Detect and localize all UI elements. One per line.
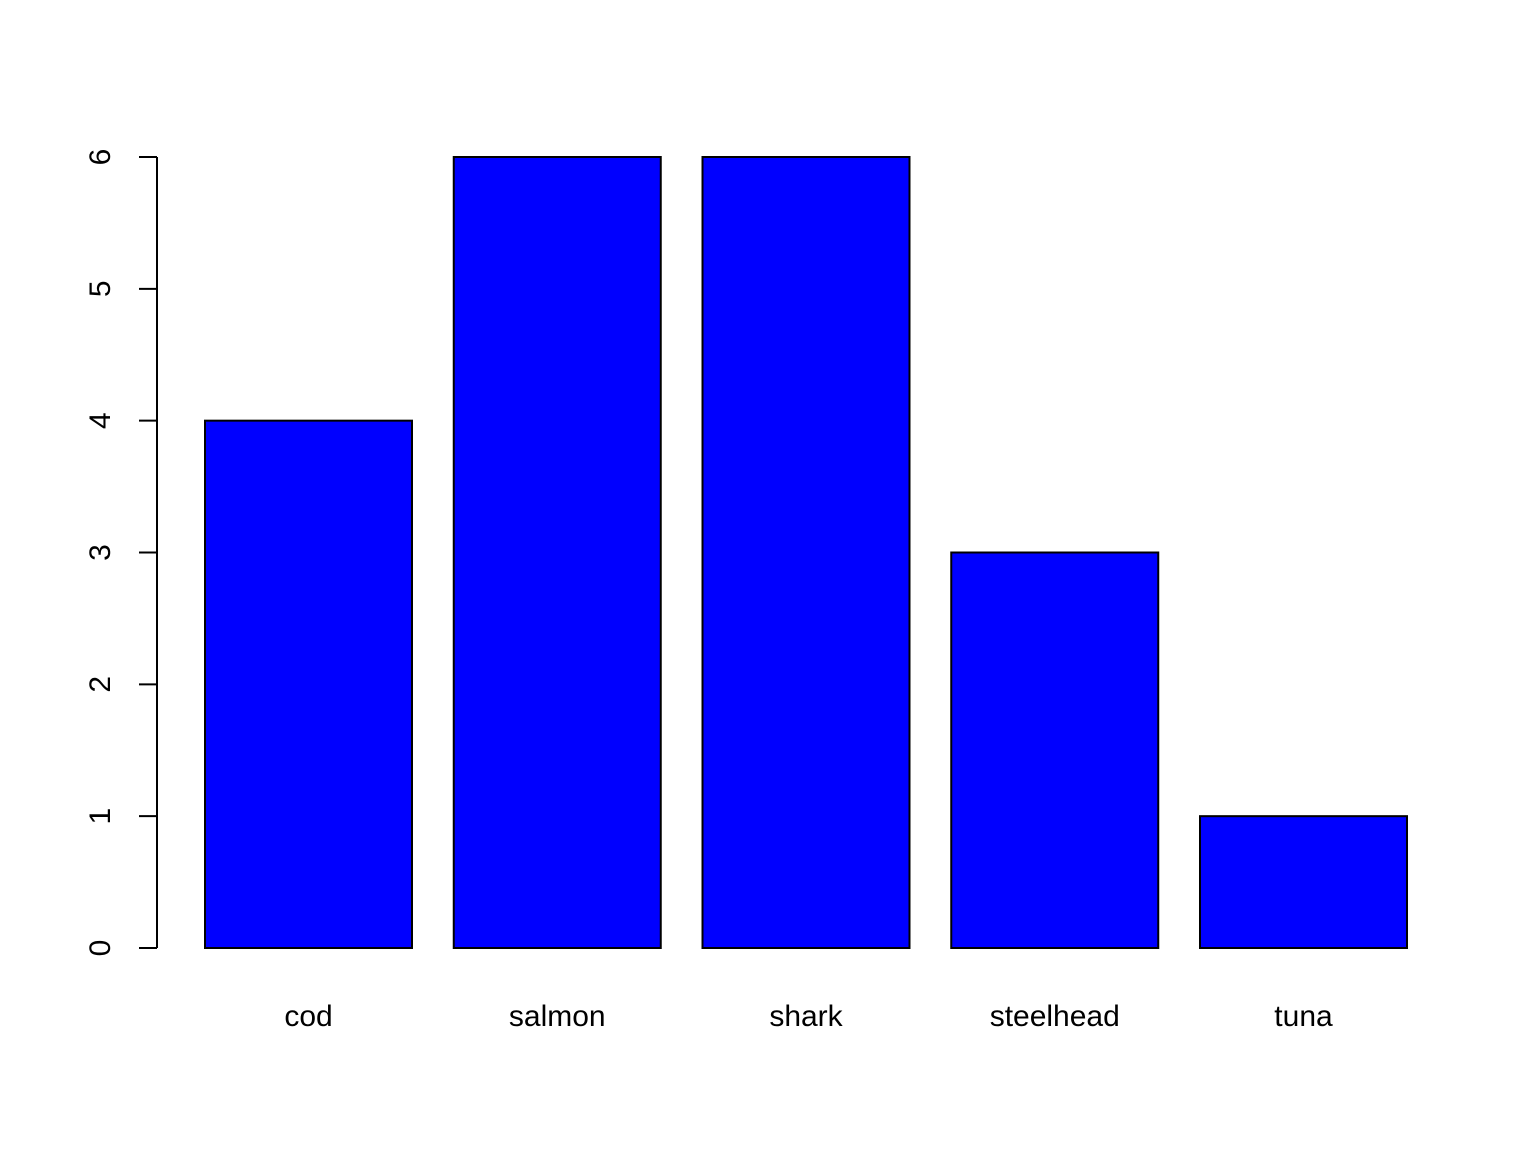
- bar-tuna: [1199, 815, 1408, 950]
- x-tick-label-steelhead: steelhead: [990, 1000, 1120, 1033]
- bar-salmon: [452, 156, 662, 949]
- x-tick-label-shark: shark: [769, 1000, 843, 1033]
- bars-group: [204, 156, 1408, 950]
- x-tick-label-cod: cod: [284, 1000, 332, 1033]
- y-tick-label: 5: [84, 280, 117, 297]
- bar-steelhead: [950, 551, 1160, 949]
- y-axis: 0 1 2 3 4 5 6: [84, 149, 158, 957]
- y-tick-label: 6: [84, 149, 117, 166]
- x-tick-label-tuna: tuna: [1274, 1000, 1333, 1033]
- bar-cod: [204, 419, 413, 949]
- x-tick-label-salmon: salmon: [509, 1000, 606, 1033]
- y-tick-label: 0: [84, 940, 117, 957]
- y-tick-label: 4: [84, 412, 117, 429]
- y-tick-label: 2: [84, 676, 117, 693]
- y-tick-label: 1: [84, 808, 117, 825]
- y-tick-label: 3: [84, 544, 117, 561]
- x-axis-labels: cod salmon shark steelhead tuna: [284, 1000, 1333, 1033]
- bar-shark: [701, 156, 911, 949]
